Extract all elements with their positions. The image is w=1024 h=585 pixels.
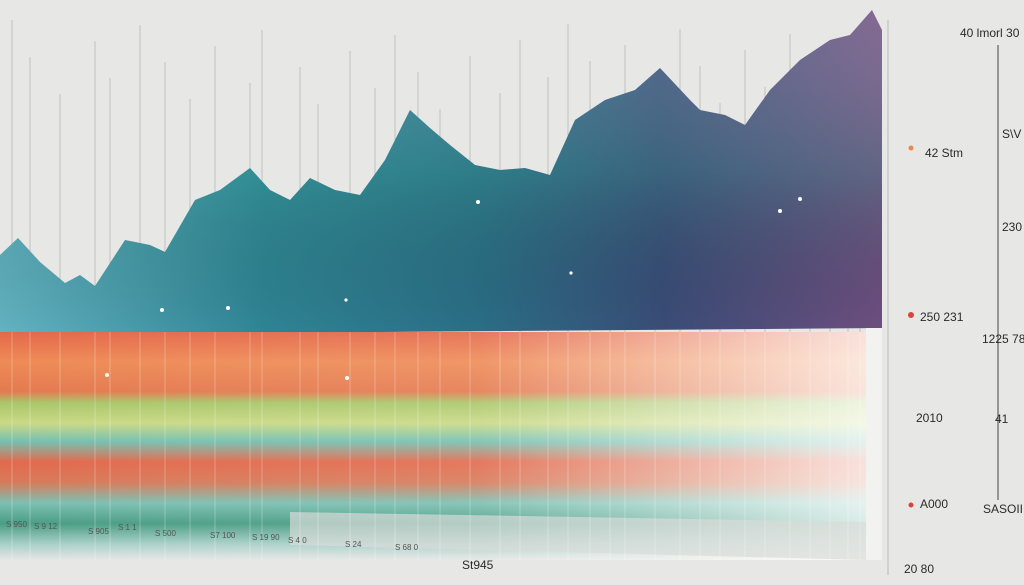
- bottom-label: S 905: [88, 527, 109, 536]
- bottom-label: S 19 90: [252, 533, 280, 542]
- label: 1225 78: [982, 332, 1024, 346]
- label: 41: [995, 412, 1009, 426]
- label: 20 80: [904, 562, 934, 576]
- label: S\V: [1002, 127, 1021, 141]
- marker: [908, 502, 914, 508]
- bottom-label: S7 100: [210, 531, 236, 540]
- bottom-label: S 9 12: [34, 522, 58, 531]
- bottom-title: St945: [462, 558, 494, 572]
- side-panel: [866, 328, 882, 560]
- label: 230: [1002, 220, 1022, 234]
- dots: [105, 197, 802, 380]
- bottom-label: S 950: [6, 520, 27, 529]
- bottom-label: S 24: [345, 540, 362, 549]
- label: SASOII: [983, 502, 1023, 516]
- label: 42 Stm: [925, 146, 963, 160]
- bottom-label: S 68 0: [395, 543, 419, 552]
- label: 250 231: [920, 310, 964, 324]
- label: A000: [920, 497, 948, 511]
- label: 2010: [916, 411, 943, 425]
- bottom-label: S 1 1: [118, 523, 137, 532]
- label: 40 lmorl 30: [960, 26, 1020, 40]
- marker: [908, 145, 914, 151]
- bottom-label: S 500: [155, 529, 176, 538]
- marker: [908, 312, 914, 318]
- bottom-label: S 4 0: [288, 536, 307, 545]
- mountain-glow: [0, 10, 882, 335]
- floor: [290, 512, 866, 560]
